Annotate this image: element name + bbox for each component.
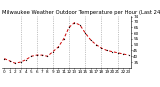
Text: Milwaukee Weather Outdoor Temperature per Hour (Last 24 Hours): Milwaukee Weather Outdoor Temperature pe…	[2, 10, 160, 15]
